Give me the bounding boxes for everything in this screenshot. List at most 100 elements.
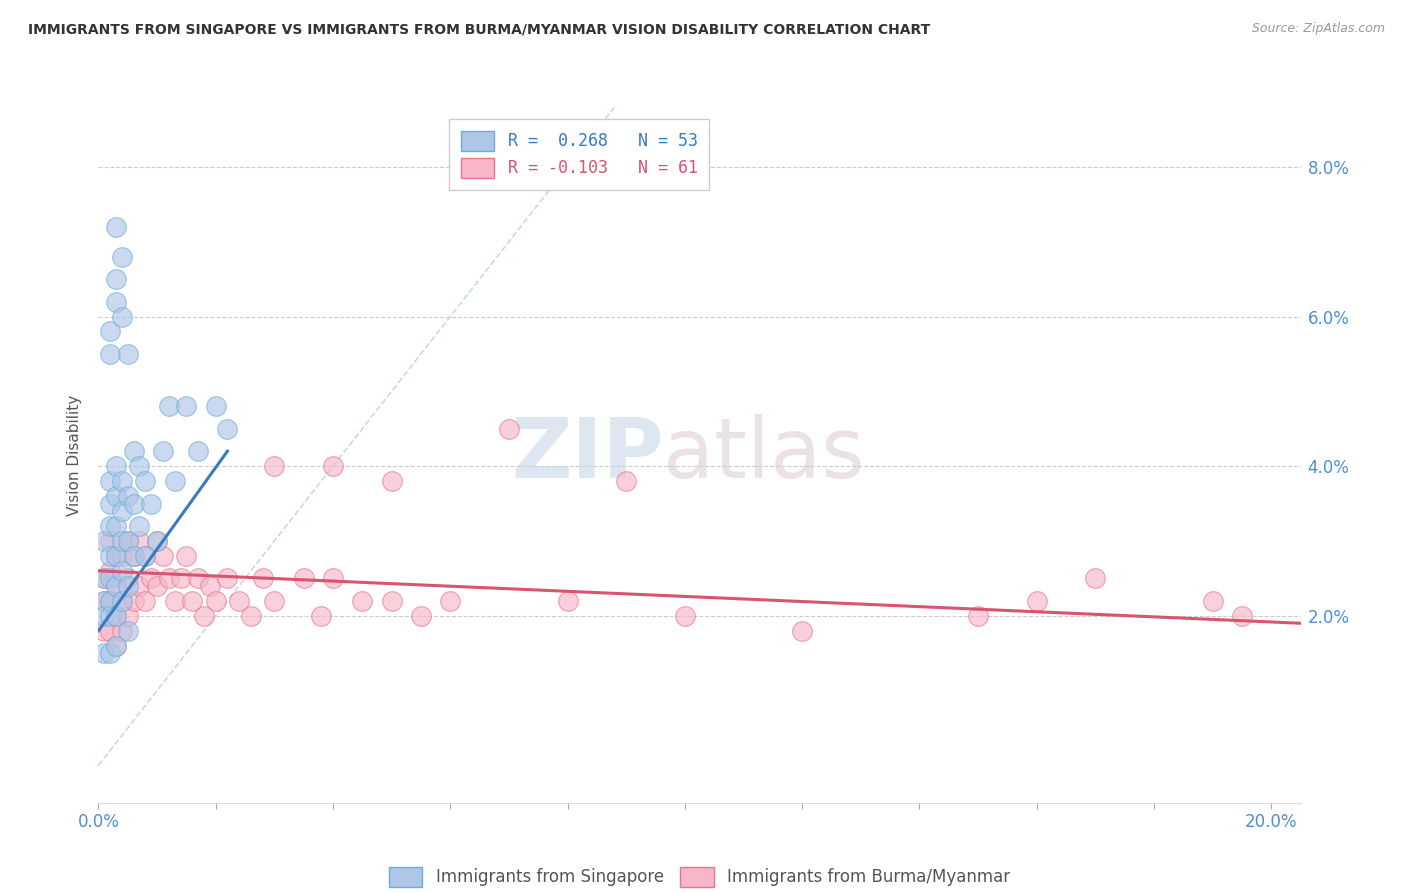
Point [181, 594, 204, 608]
Point [105, 639, 128, 653]
Point [98, 325, 121, 339]
Point [239, 608, 262, 623]
Point [152, 549, 174, 563]
Point [176, 549, 198, 563]
Point [141, 497, 163, 511]
Point [128, 519, 150, 533]
Point [381, 594, 404, 608]
Point [790, 624, 813, 638]
Point [98, 533, 121, 548]
Point [98, 519, 121, 533]
Point [263, 459, 285, 474]
Point [187, 571, 209, 585]
Point [105, 549, 128, 563]
Point [98, 497, 121, 511]
Point [98, 624, 121, 638]
Point [217, 571, 239, 585]
Point [111, 549, 134, 563]
Point [93, 624, 115, 638]
Point [105, 579, 128, 593]
Point [169, 571, 191, 585]
Point [111, 564, 134, 578]
Point [105, 608, 128, 623]
Point [117, 533, 139, 548]
Point [98, 474, 121, 488]
Point [134, 474, 156, 488]
Point [146, 579, 169, 593]
Point [98, 594, 121, 608]
Point [105, 579, 128, 593]
Point [93, 646, 115, 660]
Point [217, 422, 239, 436]
Point [134, 549, 156, 563]
Point [614, 474, 637, 488]
Point [157, 571, 180, 585]
Point [117, 579, 139, 593]
Point [122, 549, 145, 563]
Y-axis label: Vision Disability: Vision Disability [67, 394, 83, 516]
Point [98, 347, 121, 361]
Point [105, 608, 128, 623]
Point [111, 594, 134, 608]
Point [98, 646, 121, 660]
Point [198, 579, 221, 593]
Text: ZIP: ZIP [510, 415, 664, 495]
Point [967, 608, 990, 623]
Point [122, 444, 145, 458]
Point [128, 459, 150, 474]
Point [1201, 594, 1223, 608]
Point [117, 624, 139, 638]
Point [322, 571, 344, 585]
Point [187, 444, 209, 458]
Point [98, 549, 121, 563]
Point [117, 533, 139, 548]
Point [117, 608, 139, 623]
Text: Source: ZipAtlas.com: Source: ZipAtlas.com [1251, 22, 1385, 36]
Point [409, 608, 432, 623]
Point [105, 272, 128, 286]
Point [352, 594, 374, 608]
Legend: Immigrants from Singapore, Immigrants from Burma/Myanmar: Immigrants from Singapore, Immigrants fr… [382, 860, 1017, 892]
Point [117, 347, 139, 361]
Point [309, 608, 332, 623]
Point [381, 474, 404, 488]
Point [105, 519, 128, 533]
Point [498, 422, 520, 436]
Point [111, 474, 134, 488]
Point [93, 594, 115, 608]
Point [111, 504, 134, 518]
Point [111, 594, 134, 608]
Point [146, 533, 169, 548]
Point [1230, 608, 1253, 623]
Point [128, 533, 150, 548]
Point [176, 399, 198, 413]
Point [163, 474, 186, 488]
Text: atlas: atlas [664, 415, 865, 495]
Point [152, 444, 174, 458]
Point [157, 399, 180, 413]
Point [105, 294, 128, 309]
Point [105, 459, 128, 474]
Point [105, 219, 128, 234]
Point [292, 571, 315, 585]
Point [93, 571, 115, 585]
Point [93, 594, 115, 608]
Point [163, 594, 186, 608]
Point [117, 489, 139, 503]
Point [105, 639, 128, 653]
Point [105, 489, 128, 503]
Point [98, 608, 121, 623]
Point [117, 571, 139, 585]
Point [146, 533, 169, 548]
Point [111, 250, 134, 264]
Point [122, 594, 145, 608]
Point [252, 571, 274, 585]
Point [98, 564, 121, 578]
Text: IMMIGRANTS FROM SINGAPORE VS IMMIGRANTS FROM BURMA/MYANMAR VISION DISABILITY COR: IMMIGRANTS FROM SINGAPORE VS IMMIGRANTS … [28, 22, 931, 37]
Point [263, 594, 285, 608]
Point [122, 497, 145, 511]
Point [141, 571, 163, 585]
Point [439, 594, 461, 608]
Point [322, 459, 344, 474]
Point [134, 594, 156, 608]
